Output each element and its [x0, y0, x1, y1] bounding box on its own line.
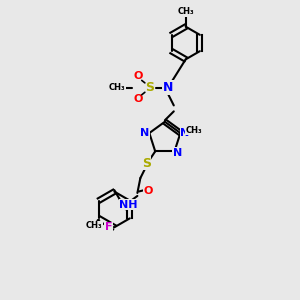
Text: N: N	[180, 128, 190, 138]
Text: N: N	[173, 148, 182, 158]
Text: O: O	[143, 187, 152, 196]
Text: CH₃: CH₃	[185, 126, 202, 135]
Text: N: N	[140, 128, 149, 138]
Text: NH: NH	[119, 200, 138, 210]
Text: N: N	[163, 81, 173, 94]
Text: CH₃: CH₃	[109, 83, 126, 92]
Text: O: O	[134, 94, 143, 104]
Text: F: F	[105, 222, 112, 232]
Text: O: O	[134, 71, 143, 81]
Text: CH₃: CH₃	[177, 7, 194, 16]
Text: CH₃: CH₃	[86, 221, 103, 230]
Text: S: S	[146, 81, 154, 94]
Text: S: S	[142, 157, 151, 170]
